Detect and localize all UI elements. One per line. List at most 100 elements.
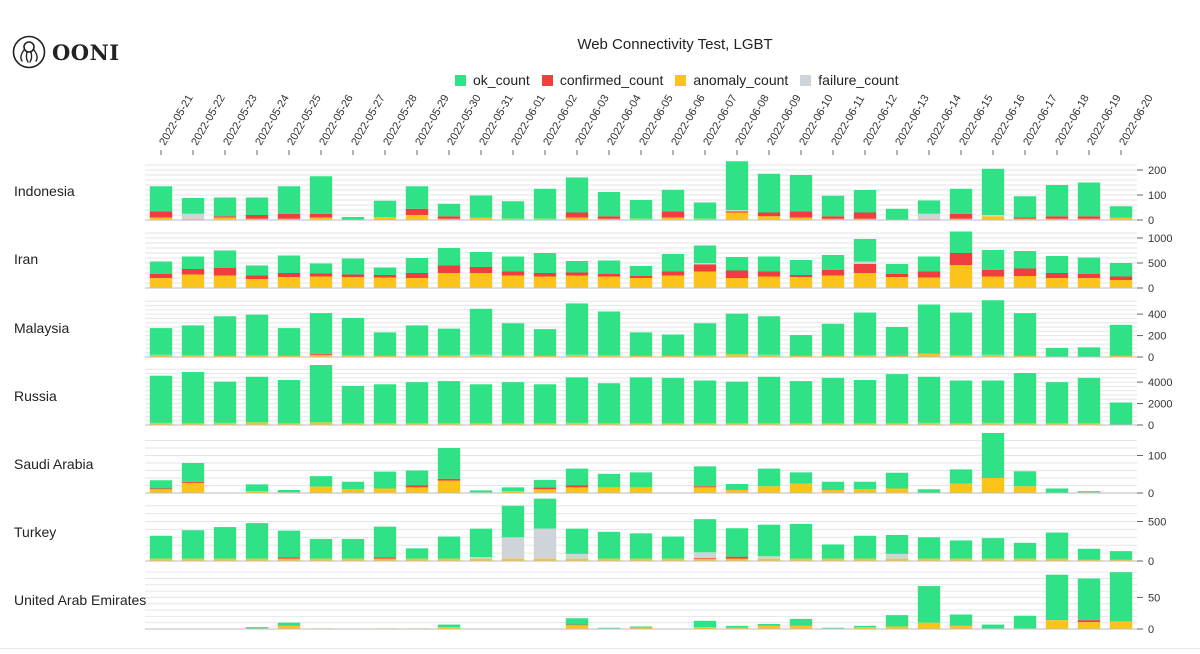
y-tick-label: 1000 [1148,233,1172,245]
bar-anomaly [693,627,717,629]
legend-swatch [800,74,812,86]
bar-failure [565,553,589,559]
bar-ok [181,530,205,559]
bar-ok [981,624,1005,629]
bar-ok [245,265,269,276]
bar-ok [661,189,685,212]
bar-ok [853,625,877,628]
bar-ok [949,312,973,356]
bar-anomaly [501,218,525,220]
bar-ok [981,538,1005,559]
bar-ok [629,377,653,424]
bar-ok [1077,257,1101,274]
bar-anomaly [309,558,333,561]
bar-anomaly [629,278,653,288]
bar-confirmed [149,274,173,278]
bar-anomaly [437,218,461,220]
bar-anomaly [917,277,941,288]
bar-confirmed [309,213,333,218]
bar-anomaly [213,355,237,357]
bar-confirmed [661,211,685,218]
legend-label: failure_count [818,72,899,88]
bar-anomaly [565,487,589,493]
bar-confirmed [501,271,525,276]
ooni-logo-text: OONI [52,39,120,65]
bar-ok [373,526,397,558]
bar-anomaly [1077,622,1101,629]
bar-confirmed [1077,274,1101,278]
bar-anomaly [1013,276,1037,288]
bar-ok [1077,548,1101,560]
bar-confirmed [181,269,205,275]
bar-ok [213,527,237,559]
bar-confirmed [1013,268,1037,276]
bar-anomaly [853,423,877,425]
bar-anomaly [181,482,205,493]
bar-ok [1109,402,1133,425]
legend-item-ok-count[interactable]: ok_count [455,72,530,88]
chart-legend: ok_count confirmed_count anomaly_count fail… [455,72,910,88]
bar-confirmed [181,481,205,483]
bar-ok [501,256,525,272]
bar-confirmed [245,275,269,279]
bar-failure [693,263,717,265]
bar-confirmed [213,216,237,218]
bar-anomaly [405,423,429,425]
bar-ok [1045,347,1069,357]
bar-anomaly [501,423,525,425]
bar-ok [405,548,429,559]
bar-anomaly [885,423,909,425]
bar-anomaly [437,273,461,288]
bar-confirmed [789,211,813,218]
bar-confirmed [789,275,813,277]
legend-item-anomaly-count[interactable]: anomaly_count [675,72,788,88]
country-label: Saudi Arabia [14,456,94,472]
bar-confirmed [565,624,589,626]
bar-ok [821,255,845,270]
bar-ok [501,323,525,356]
bar-anomaly [885,558,909,561]
bar-anomaly [885,488,909,493]
bar-anomaly [789,625,813,629]
bar-anomaly [565,422,589,425]
bar-anomaly [373,277,397,288]
bar-anomaly [725,212,749,220]
bar-ok [309,365,333,423]
bar-anomaly [437,480,461,493]
bar-ok [1045,532,1069,559]
bar-ok [885,534,909,554]
bar-anomaly [373,355,397,357]
bar-anomaly [757,558,781,561]
y-tick-label: 0 [1148,215,1154,227]
bar-confirmed [1045,273,1069,278]
bar-anomaly [821,218,845,220]
bar-anomaly [149,217,173,220]
bar-ok [181,256,205,269]
bar-confirmed [1045,216,1069,219]
legend-item-confirmed-count[interactable]: confirmed_count [541,72,663,88]
y-tick-label: 0 [1148,352,1154,364]
bar-ok [309,176,333,214]
bar-confirmed [565,485,589,488]
bar-ok [149,261,173,274]
bar-anomaly [917,218,941,220]
ooni-logo[interactable]: OONI [12,34,120,70]
bar-ok [1109,206,1133,218]
legend-item-failure-count[interactable]: failure_count [800,72,898,88]
bar-ok [629,626,653,628]
bar-anomaly [149,354,173,357]
bar-ok [597,627,621,629]
y-tick-label: 400 [1148,309,1166,321]
bar-anomaly [789,483,813,493]
bar-ok [309,263,333,274]
bar-anomaly [405,487,429,493]
bar-failure [917,213,941,219]
bar-ok [213,197,237,217]
octopus-logo-icon [12,35,46,69]
bar-ok [789,175,813,212]
bar-ok [341,317,365,356]
bar-confirmed [437,265,461,273]
bar-confirmed [949,213,973,219]
bar-anomaly [885,355,909,357]
bar-ok [469,308,493,355]
